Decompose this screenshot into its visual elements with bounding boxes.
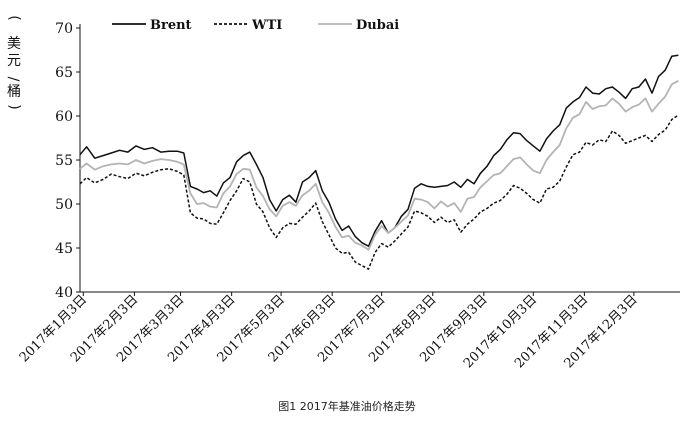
y-tick-labels: 40 45 50 55 60 65 70 [55,21,73,301]
y-tick-label: 50 [55,197,73,213]
series-dubai-line [79,80,679,251]
y-axis-title-part: / [5,77,21,82]
y-axis-title-part: 美 [7,36,21,52]
y-tick-label: 55 [55,153,73,169]
x-tick-labels: 2017年1月3日2017年2月3日2017年3月3日2017年4月3日2017… [17,292,641,371]
series-brent-line [79,54,679,247]
y-tick-label: 45 [55,241,73,257]
y-tick-label: 70 [55,21,73,37]
y-axis-label: ( 美元 / 桶) [5,15,22,109]
y-tick-label: 40 [55,285,73,301]
y-axis-title-part: 元 [7,53,21,69]
figure-caption: 图1 2017年基准油价格走势 [278,400,416,413]
legend-label-brent: Brent [150,18,192,33]
oil-price-chart: ( 美元 / 桶) 40 45 50 55 60 65 70 2017年1月3日2017年2月3日… [5,15,680,371]
legend-label-wti: WTI [251,18,282,33]
y-tick-label: 65 [55,65,73,81]
axes [76,24,680,296]
y-axis-bracket-close: ) [6,104,22,109]
legend: Brent WTI Dubai [112,18,399,33]
series-lines [79,54,679,270]
series-wti-line [79,114,679,270]
y-tick-label: 60 [55,109,73,125]
y-axis-bracket-open: ( [6,15,22,20]
legend-label-dubai: Dubai [356,18,399,33]
y-axis-title-part: 桶 [7,84,21,100]
